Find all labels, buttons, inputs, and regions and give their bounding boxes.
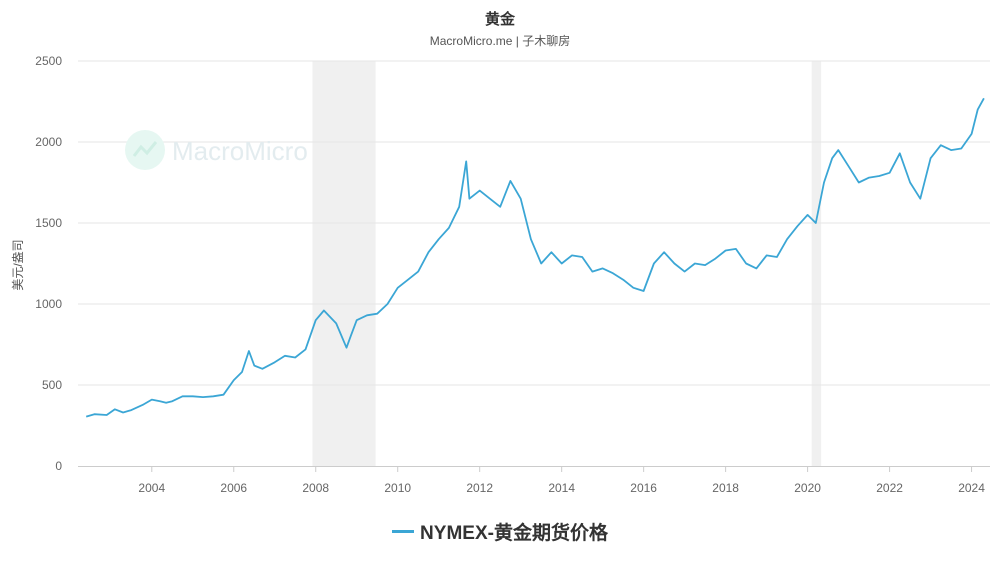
legend[interactable]: NYMEX-黄金期货价格	[0, 518, 1000, 545]
x-tick-label-2024: 2024	[958, 481, 985, 495]
shaded-period-1	[811, 61, 822, 466]
x-tick-label-2008: 2008	[302, 481, 329, 495]
legend-label: NYMEX-黄金期货价格	[420, 523, 608, 544]
x-tick-label-2018: 2018	[712, 481, 739, 495]
chart-subtitle: MacroMicro.me | 子木聊房	[429, 34, 571, 48]
legend-swatch	[392, 530, 415, 533]
y-tick-label-2000: 2000	[35, 135, 62, 149]
y-tick-label-1500: 1500	[35, 216, 62, 230]
y-tick-label-1000: 1000	[35, 297, 62, 311]
y-tick-label-2500: 2500	[35, 54, 62, 68]
shaded-period-0	[312, 61, 376, 466]
grid-lines	[78, 60, 990, 386]
x-tick-label-2022: 2022	[876, 481, 903, 495]
watermark-text: MacroMicro	[172, 136, 308, 166]
x-tick-label-2014: 2014	[548, 481, 575, 495]
watermark-chart-icon	[132, 141, 158, 157]
x-axis-ticks: 2004 2006 2008 2010 2012 2014 2016 2018 2020 2022…	[138, 466, 985, 495]
y-axis-label: 美元/盎司	[11, 239, 25, 290]
y-axis-ticks: 0 500 1000 1500 2000 2500	[35, 54, 62, 473]
x-tick-label-2010: 2010	[384, 481, 411, 495]
shaded-periods	[312, 61, 822, 466]
y-tick-label-0: 0	[55, 459, 62, 473]
chart-title: 黄金	[484, 11, 515, 28]
x-tick-label-2006: 2006	[220, 481, 247, 495]
x-tick-label-2004: 2004	[138, 481, 165, 495]
x-tick-label-2016: 2016	[630, 481, 657, 495]
watermark: MacroMicro	[125, 130, 308, 170]
series-group	[85, 97, 985, 418]
y-tick-label-500: 500	[42, 378, 62, 392]
series-line-0	[85, 97, 985, 418]
x-tick-label-2012: 2012	[466, 481, 493, 495]
x-tick-label-2020: 2020	[794, 481, 821, 495]
